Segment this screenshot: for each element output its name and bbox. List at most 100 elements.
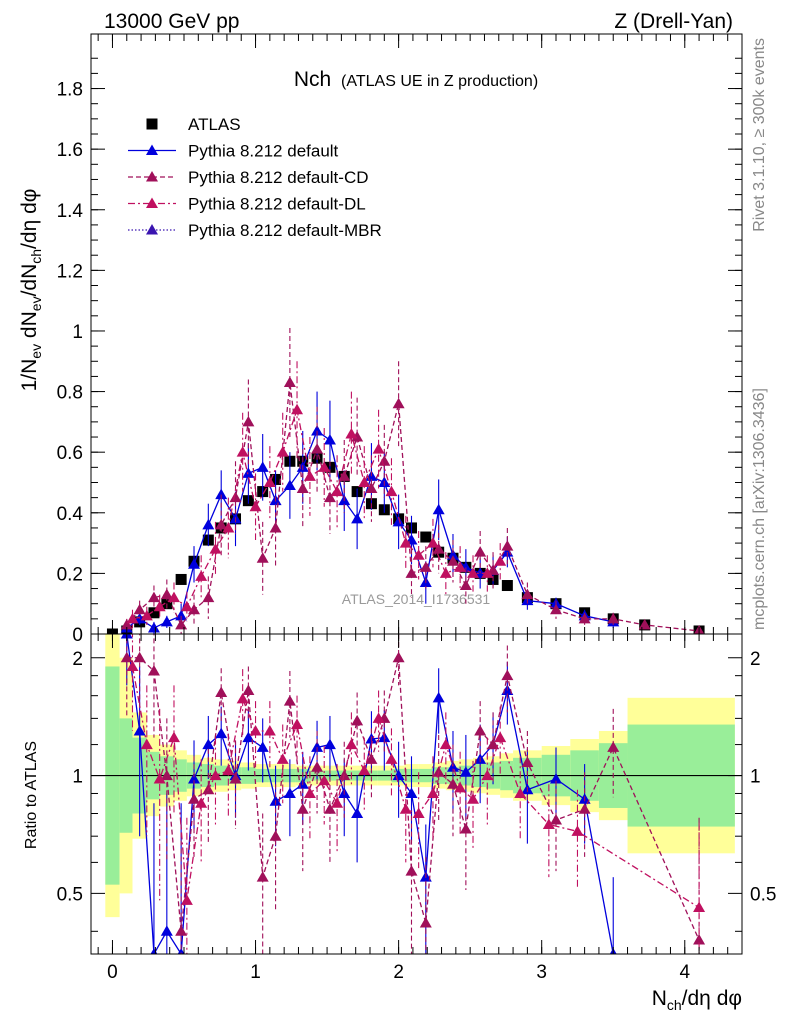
axes: 0 0.2 0.4 0.6 0.8 1 1.2 1.4 1.6 1.8 0.5 0.5 1 1 2 2 0 1 2 3… (57, 34, 776, 983)
ratio-point (126, 660, 139, 671)
ratio-point (140, 738, 153, 750)
ratio-plot-frame (90, 633, 743, 955)
series-point (195, 570, 208, 581)
ratio-point (296, 803, 309, 814)
legend-item: ATLAS (146, 115, 241, 134)
series-point (242, 467, 255, 478)
atlas-point (420, 531, 432, 543)
legend-item: Pythia 8.212 default-DL (128, 195, 366, 214)
series-point (607, 612, 620, 624)
plot-title-sub: (ATLAS UE in Z production) (341, 73, 538, 90)
series-point (467, 567, 480, 578)
series-point (351, 431, 364, 442)
series-point (126, 612, 139, 624)
series-point (147, 621, 160, 633)
main-ytick-label: 1.4 (57, 201, 84, 222)
main-ytick-label: 0.2 (57, 564, 83, 585)
ratio-point (133, 651, 146, 663)
legend-item: Pythia 8.212 default-CD (128, 168, 369, 187)
atlas-point (175, 573, 187, 585)
ratio-point (481, 769, 494, 781)
series-point (358, 476, 371, 487)
ratio-point (439, 738, 452, 750)
ratio-point (276, 753, 289, 764)
series-point (215, 488, 228, 500)
ratio-point (188, 793, 201, 804)
series-point (392, 515, 405, 527)
series-point (439, 567, 452, 578)
ratio-point (351, 714, 364, 726)
series-point (269, 521, 282, 533)
x-axis-label: Nch/dη dφ (652, 987, 742, 1013)
ratio-point (153, 772, 166, 784)
ratio-point (150, 948, 158, 954)
series-point (494, 555, 507, 566)
series-point (147, 591, 160, 603)
series-point (291, 403, 304, 415)
ratio-point (188, 772, 201, 784)
ratio-point (229, 772, 242, 784)
series-point (160, 615, 173, 627)
ratio-point (147, 665, 160, 676)
series-point (405, 567, 418, 578)
ratio-point (269, 830, 282, 841)
series-point (446, 549, 459, 560)
series-point (426, 537, 439, 548)
ratio-point (494, 731, 507, 743)
series-point (345, 428, 358, 439)
ratio-point (550, 772, 562, 784)
ratio-point (385, 753, 398, 764)
ratio-point (459, 766, 472, 777)
series-point (256, 552, 269, 563)
ratio-point (521, 756, 534, 767)
xtick-label: 1 (250, 962, 261, 983)
series-point (459, 579, 472, 591)
series-point (303, 470, 316, 481)
xtick-label: 4 (679, 962, 690, 983)
legend-swatch (146, 224, 158, 235)
ratio-point (487, 738, 500, 750)
ratio-point (236, 692, 249, 704)
ratio-point (412, 807, 425, 818)
series-point (153, 600, 166, 612)
watermark: ATLAS_2014_I1736531 (342, 591, 491, 607)
series-point (236, 446, 249, 457)
ratio-point (249, 724, 262, 736)
series-point (331, 485, 344, 497)
ratio-point (120, 651, 133, 663)
ratio-point (446, 761, 459, 772)
ratio-point (542, 818, 555, 829)
ratio-point (209, 769, 222, 781)
ratio-point (291, 718, 304, 730)
ratio-point (467, 793, 480, 804)
ratio-point (160, 769, 173, 781)
ratio-point (215, 686, 228, 698)
plot-title-main: Nch (294, 68, 331, 91)
ratio-point (180, 894, 193, 905)
ratio-point (133, 724, 146, 736)
ratio-point (177, 948, 185, 954)
main-ytick-label: 0.6 (57, 443, 83, 464)
ratio-point (432, 691, 445, 703)
ratio-point (474, 724, 487, 736)
series-point (372, 443, 385, 454)
series-point (481, 567, 494, 578)
series-point (256, 461, 269, 472)
series-point (283, 376, 296, 387)
legend: ATLAS Pythia 8.212 default Pythia 8.212 de… (128, 115, 382, 240)
ratio-point (578, 803, 591, 814)
ratio-point (222, 764, 235, 776)
plot-title: Nch (ATLAS UE in Z production) (294, 68, 538, 91)
legend-swatch (146, 171, 158, 182)
series-point (311, 424, 324, 436)
series-point (120, 618, 133, 630)
main-ytick-label: 0.8 (57, 383, 83, 404)
series-point (160, 588, 173, 600)
ratio-point (571, 825, 584, 836)
ratio-ytick-label: 0.5 (57, 884, 83, 905)
legend-label: Pythia 8.212 default-MBR (188, 221, 382, 240)
series-line (132, 407, 501, 620)
header-right: Z (Drell-Yan) (614, 10, 733, 33)
xtick-label: 0 (107, 962, 118, 983)
ratio-ytick-label: 2 (72, 649, 83, 670)
